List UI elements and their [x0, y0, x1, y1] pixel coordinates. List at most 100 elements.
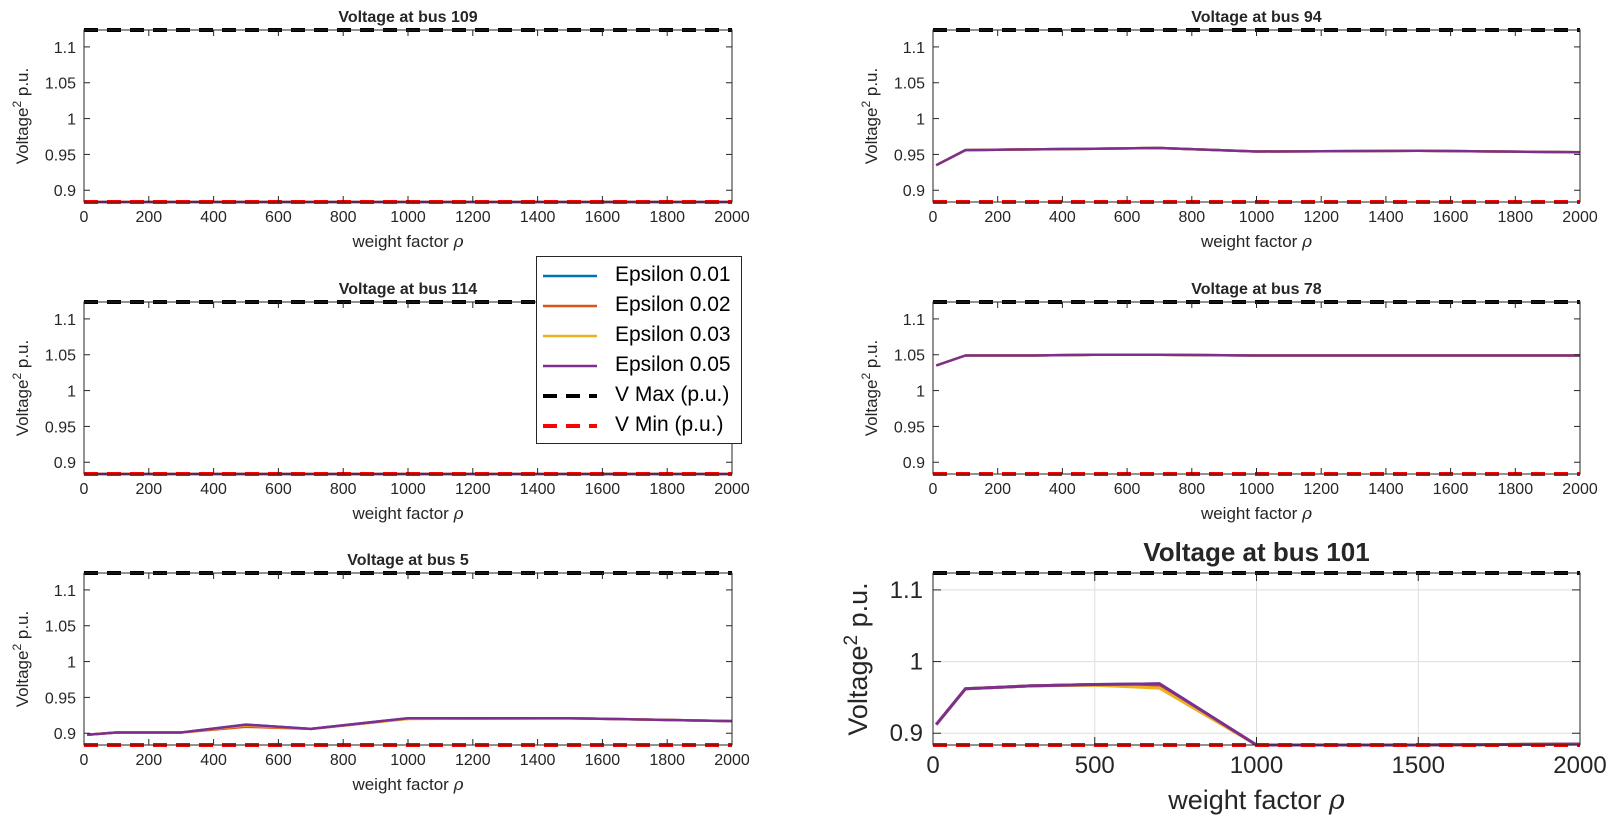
x-tick-label: 1400 — [520, 481, 556, 498]
y-axis-label: Voltage2 p.u. — [841, 582, 873, 735]
y-axis-label: Voltage2 p.u. — [10, 340, 32, 437]
x-tick-label: 200 — [135, 752, 162, 769]
legend-label: Epsilon 0.01 — [615, 263, 731, 286]
x-axis-label: weight factor ρ — [1200, 504, 1312, 524]
subplot-title: Voltage at bus 109 — [338, 9, 477, 26]
x-axis-label: weight factor ρ — [351, 775, 463, 795]
y-tick-label: 1 — [910, 649, 923, 676]
legend-label: Epsilon 0.05 — [615, 353, 731, 376]
x-tick-label: 600 — [1114, 209, 1141, 226]
x-tick-label: 1400 — [520, 752, 556, 769]
x-tick-label: 0 — [929, 481, 938, 498]
y-axis-label: Voltage2 p.u. — [859, 68, 881, 165]
subplot-title: Voltage at bus 101 — [1143, 537, 1369, 567]
legend-entry-epsilon-001: Epsilon 0.01 — [543, 261, 739, 289]
x-tick-label: 1000 — [1230, 752, 1283, 779]
legend-entry-epsilon-003: Epsilon 0.03 — [543, 321, 739, 349]
x-axis-label: weight factor ρ — [1167, 785, 1345, 816]
x-tick-label: 800 — [1178, 481, 1205, 498]
legend-swatch — [543, 329, 597, 341]
legend-label: V Max (p.u.) — [615, 383, 730, 406]
x-tick-label: 1800 — [649, 209, 685, 226]
x-tick-label: 2000 — [714, 752, 750, 769]
y-axis-label: Voltage2 p.u. — [10, 611, 32, 708]
y-tick-label: 1.05 — [45, 348, 76, 365]
y-tick-label: 0.9 — [903, 455, 925, 472]
x-axis-label: weight factor ρ — [351, 232, 463, 252]
subplot-title: Voltage at bus 94 — [1191, 9, 1322, 26]
legend-label: Epsilon 0.02 — [615, 293, 731, 316]
x-tick-label: 1600 — [1433, 481, 1469, 498]
x-axis-label: weight factor ρ — [1200, 232, 1312, 252]
x-tick-label: 600 — [1114, 481, 1141, 498]
y-tick-label: 1.1 — [903, 40, 925, 57]
x-tick-label: 0 — [80, 209, 89, 226]
x-tick-label: 0 — [926, 752, 939, 779]
subplot-title: Voltage at bus 78 — [1191, 281, 1322, 298]
x-tick-label: 200 — [135, 481, 162, 498]
x-tick-label: 1600 — [585, 481, 621, 498]
legend-label: V Min (p.u.) — [615, 413, 724, 436]
x-tick-label: 1000 — [1239, 481, 1275, 498]
x-tick-label: 1400 — [520, 209, 556, 226]
y-tick-label: 1.1 — [903, 312, 925, 329]
y-axis-label: Voltage2 p.u. — [10, 68, 32, 165]
y-tick-label: 1 — [67, 384, 76, 401]
series-line — [87, 716, 733, 736]
legend-swatch — [543, 359, 597, 371]
legend-entry-epsilon-005: Epsilon 0.05 — [543, 351, 739, 379]
x-tick-label: 1200 — [455, 209, 491, 226]
y-tick-label: 1 — [916, 112, 925, 129]
y-tick-label: 1.1 — [54, 583, 76, 600]
series-line — [935, 146, 1581, 167]
y-tick-label: 1.05 — [894, 348, 925, 365]
legend-label: Epsilon 0.03 — [615, 323, 731, 346]
x-tick-label: 2000 — [714, 481, 750, 498]
x-tick-label: 2000 — [1562, 481, 1598, 498]
legend-swatch — [543, 389, 597, 401]
subplot-5: 0 200 400 600 800 1000 1200 1400 1600 1800 2000 0.9… — [10, 552, 750, 795]
y-tick-label: 1.1 — [54, 312, 76, 329]
y-tick-label: 1.05 — [45, 619, 76, 636]
y-tick-label: 1 — [916, 384, 925, 401]
x-tick-label: 800 — [330, 481, 357, 498]
y-tick-label: 0.95 — [45, 419, 76, 436]
subplot-6: 0 500 1000 1500 2000 0.9 1 1.1 Voltage at bus 10… — [841, 537, 1607, 816]
y-tick-label: 0.9 — [54, 183, 76, 200]
y-axis-label: Voltage2 p.u. — [859, 340, 881, 437]
y-tick-label: 0.95 — [894, 419, 925, 436]
legend-swatch — [543, 299, 597, 311]
x-tick-label: 400 — [1049, 209, 1076, 226]
legend-entry-v-max: V Max (p.u.) — [543, 381, 739, 409]
x-tick-label: 1800 — [649, 481, 685, 498]
x-tick-label: 800 — [330, 209, 357, 226]
y-tick-label: 0.9 — [54, 726, 76, 743]
x-tick-label: 1800 — [649, 752, 685, 769]
subplot-2: 0 200 400 600 800 1000 1200 1400 1600 1800 2000 0.9… — [859, 9, 1598, 252]
plot-area — [84, 573, 732, 745]
y-tick-label: 0.9 — [903, 183, 925, 200]
subplot-4: 0 200 400 600 800 1000 1200 1400 1600 1800 2000 0.9… — [859, 281, 1598, 524]
x-tick-label: 1800 — [1498, 481, 1534, 498]
x-tick-label: 200 — [984, 209, 1011, 226]
x-tick-label: 400 — [200, 752, 227, 769]
x-tick-label: 1600 — [585, 752, 621, 769]
x-tick-label: 800 — [1178, 209, 1205, 226]
legend-swatch — [543, 419, 597, 431]
x-tick-label: 0 — [80, 481, 89, 498]
x-tick-label: 1800 — [1498, 209, 1534, 226]
y-tick-label: 0.95 — [894, 147, 925, 164]
x-tick-label: 1400 — [1368, 481, 1404, 498]
legend-entry-epsilon-002: Epsilon 0.02 — [543, 291, 739, 319]
x-tick-label: 800 — [330, 752, 357, 769]
x-tick-label: 1400 — [1368, 209, 1404, 226]
x-tick-label: 400 — [200, 209, 227, 226]
y-tick-label: 1 — [67, 655, 76, 672]
y-tick-label: 0.9 — [54, 455, 76, 472]
x-tick-label: 600 — [265, 209, 292, 226]
subplot-title: Voltage at bus 114 — [339, 281, 478, 298]
x-tick-label: 1200 — [455, 481, 491, 498]
x-tick-label: 500 — [1075, 752, 1115, 779]
x-tick-label: 200 — [135, 209, 162, 226]
